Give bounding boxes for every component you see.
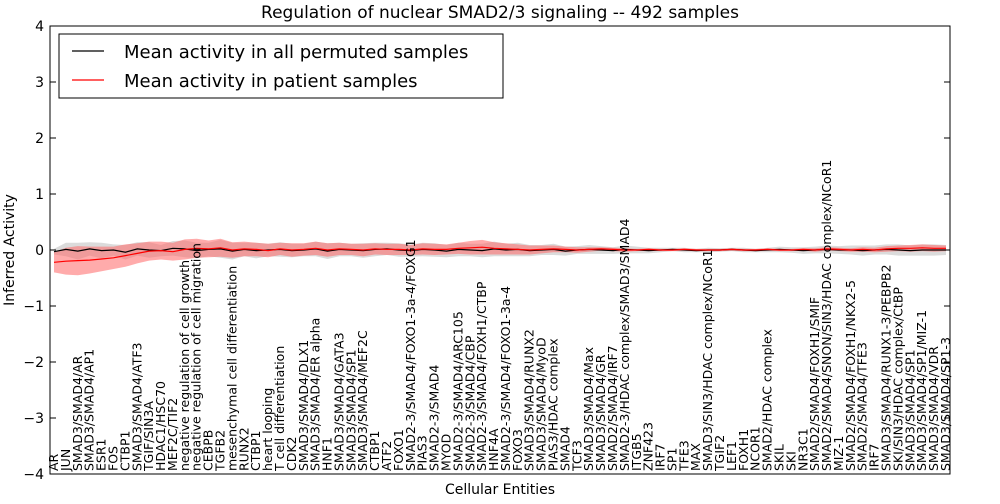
x-tick-label: SKI: [783, 451, 798, 471]
legend-label-patient: Mean activity in patient samples: [124, 71, 418, 92]
x-tick-label: SMAD3/SMAD4/AR: [70, 355, 85, 471]
x-tick-label: SMAD3/SMAD4/AP1: [82, 349, 97, 471]
legend-box: [58, 33, 504, 99]
x-tick-label: CDK2: [284, 436, 299, 471]
x-tick-label: SMAD3/SMAD4/SP1/MIZ-1: [914, 310, 929, 471]
x-tick-label: ZNF423: [641, 422, 656, 471]
x-tick-label: LEF1: [724, 441, 739, 471]
x-tick-label: SMAD2-3/HDAC complex/SMAD3/SMAD4: [617, 218, 632, 471]
x-tick-label: FOXO1: [391, 429, 406, 471]
legend: Mean activity in all permuted samples Me…: [58, 33, 504, 99]
x-tick-label: CEBPB: [201, 430, 216, 471]
x-tick-label: IRF7: [653, 443, 668, 471]
x-tick-label: SMAD2-3/SMAD4/ARC105: [450, 311, 465, 471]
x-tick-label: SMAD2/HDAC complex: [760, 329, 775, 471]
x-tick-label: RUNX2: [236, 427, 251, 471]
x-tick-label: ESR1: [94, 439, 109, 471]
x-tick-label: JUN: [58, 449, 73, 472]
x-tick-label: NR3C1: [795, 428, 810, 471]
x-tick-label: SMAD3/SMAD4/SP1-3: [938, 337, 953, 471]
x-tick-label: MYOD: [439, 434, 454, 471]
x-tick-label: SMAD3/SMAD4/SP1: [343, 349, 358, 471]
x-tick-label: TGIF2: [712, 435, 727, 472]
x-tick-label: SMAD2-3/SMAD4/FOXO1-3a-4/FOXG1: [403, 239, 418, 471]
x-tick-label: FOS: [106, 446, 121, 471]
x-tick-label: negative regulation of cell migration: [189, 243, 204, 471]
x-tick-label: SMAD3/SIN3/HDAC complex/NCoR1: [700, 249, 715, 471]
y-tick-label: −3: [23, 411, 44, 427]
y-tick-label: 1: [35, 187, 44, 203]
x-tick-label: FOXH1: [736, 429, 751, 471]
x-tick-label: NCOR1: [748, 426, 763, 471]
x-tick-label: SKI/SIN3/HDAC complex/CtBP: [890, 287, 905, 471]
x-tick-label: TCF3: [569, 440, 584, 472]
x-tick-label: SMAD3/SMAD4/MEF2C: [355, 330, 370, 471]
x-tick-label: SMAD2/SMAD4/IRF7: [605, 345, 620, 471]
y-tick-label: −4: [23, 467, 44, 483]
x-tick-label: CTBP1: [248, 431, 263, 471]
x-tick-label: ATF2: [379, 441, 394, 471]
x-tick-label: HNF1: [320, 437, 335, 471]
y-tick-label: −2: [23, 355, 44, 371]
x-tick-label: SMAD3/SMAD4/MyoD: [534, 337, 549, 471]
plot-frame: [49, 25, 951, 475]
x-tick-label: MEF2C/TIF2: [165, 398, 180, 471]
x-tick-label: SMAD2-3/SMAD4: [427, 365, 442, 471]
x-tick-label: TGFB2: [213, 430, 228, 472]
x-tick-label: CTBP1: [117, 431, 132, 471]
x-tick-label: SMAD3/SMAD4/SP1: [902, 349, 917, 471]
x-tick-label: MIZ-1: [831, 436, 846, 471]
x-tick-label: T cell differentiation: [272, 346, 287, 472]
x-tick-label: SMAD2-3/SMAD4/CBP: [462, 335, 477, 471]
x-tick-label: SMAD3/SMAD4/ER alpha: [308, 318, 323, 471]
x-tick-label: mesenchymal cell differentiation: [224, 266, 239, 471]
x-tick-label: SMAD3/SMAD4/RUNX1-3/PEBPB2: [879, 264, 894, 471]
x-axis-label: Cellular Entities: [445, 482, 555, 498]
x-tick-label: PIAS3: [415, 435, 430, 471]
x-tick-label: SKIL: [772, 444, 787, 471]
x-tick-label: SMAD2/SMAD4/FOXH1/NKX2-5: [843, 280, 858, 471]
patient-mean-line: [53, 246, 946, 263]
x-tick-label: SMAD3/SMAD4/GATA3: [331, 332, 346, 471]
x-tick-label: IRF7: [867, 443, 882, 471]
x-tick-label: MAX: [688, 443, 703, 471]
x-tick-label: SMAD4: [557, 426, 572, 471]
x-tick-label: SMAD2/SMAD4/TFE3: [855, 342, 870, 471]
x-tick-label: SMAD2-3/SMAD4/FOXH1/CTBP: [474, 281, 489, 471]
x-tick-label: SMAD3/SMAD4/Max: [581, 347, 596, 471]
x-tick-label: HDAC1/HSC70: [153, 381, 168, 471]
y-tick-label: 0: [35, 243, 44, 259]
x-tick-label: TFE3: [676, 440, 691, 472]
x-tick-label: SMAD3/SMAD4/VDR: [926, 346, 941, 471]
x-tick-label: ITGB5: [629, 433, 644, 471]
x-tick-label: SMAD3/SMAD4/ATF3: [129, 343, 144, 471]
legend-label-permuted: Mean activity in all permuted samples: [124, 42, 468, 63]
y-tick-label: 4: [35, 19, 44, 35]
x-tick-label: SP1: [665, 448, 680, 471]
x-tick-label: CTBP1: [367, 431, 382, 471]
x-tick-label: SMAD2-3/SMAD4/FOXO1-3a-4: [498, 286, 513, 471]
x-tick-label: SMAD3/SMAD4/GR: [593, 354, 608, 471]
x-tick-label: SMAD3/SMAD4/DLX1: [296, 340, 311, 471]
y-axis-ticks: 4 3 2 1 0 −1 −2 −3 −4: [23, 19, 950, 483]
x-tick-label: SMAD2/SMAD4/FOXH1/SMIF: [807, 297, 822, 471]
x-tick-label: TGIF/SIN3A: [141, 401, 156, 472]
x-tick-label: HNF4A: [486, 428, 501, 471]
x-tick-label: SMAD3/SMAD4/RUNX2: [522, 329, 537, 471]
x-tick-label: PIAS3/HDAC complex: [546, 338, 561, 471]
y-tick-label: −1: [23, 299, 44, 315]
x-tick-label: heart looping: [260, 388, 275, 471]
series-layer: [53, 246, 946, 263]
y-tick-label: 2: [35, 131, 44, 147]
y-tick-label: 3: [35, 75, 44, 91]
patient-band: [54, 238, 946, 276]
x-tick-label: negative regulation of cell growth: [177, 260, 192, 471]
x-tick-label: FOXO3: [510, 429, 525, 471]
chart-title: Regulation of nuclear SMAD2/3 signaling …: [261, 3, 739, 23]
y-axis-label: Inferred Activity: [2, 194, 18, 306]
x-tick-label: SMAD2/SMAD4/SNON/SIN3/HDAC complex/NCoR1: [819, 160, 834, 471]
x-tick-labels: ARJUNSMAD3/SMAD4/ARSMAD3/SMAD4/AP1ESR1FO…: [46, 160, 953, 472]
